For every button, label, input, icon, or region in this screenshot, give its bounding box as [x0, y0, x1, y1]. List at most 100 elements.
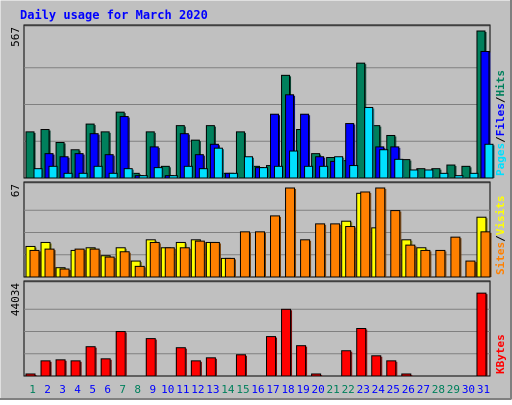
x-tick-label-day-22: 22 [342, 383, 355, 396]
bar-sites-day-19 [300, 239, 311, 278]
bar-pages-day-27 [424, 169, 434, 179]
bar-kbytes-day-15 [235, 354, 246, 377]
x-tick-label-day-20: 20 [312, 383, 325, 396]
x-tick-label-day-6: 6 [104, 383, 111, 396]
series-pages [33, 106, 495, 179]
bar-pages-day-5 [93, 165, 103, 179]
bar-kbytes-day-9 [145, 338, 156, 377]
series-kbytes [25, 292, 488, 377]
bar-pages-day-2 [48, 165, 58, 179]
legend-separator: / [494, 96, 507, 103]
bar-kbytes-day-18 [281, 308, 292, 377]
bar-kbytes-day-12 [190, 360, 201, 377]
bar-sites-day-18 [285, 187, 296, 278]
legend-pages: Pages [494, 143, 507, 176]
bar-kbytes-day-23 [356, 328, 367, 377]
bar-kbytes-day-31 [476, 292, 487, 377]
bar-sites-day-20 [315, 223, 326, 278]
bar-sites-day-27 [420, 249, 431, 278]
bar-kbytes-day-3 [55, 359, 66, 377]
bar-pages-day-24 [379, 149, 389, 179]
bar-hits-day-29 [446, 164, 456, 179]
panel-legend: KBytes [494, 334, 507, 374]
chart-title: Daily usage for March 2020 [20, 8, 208, 22]
bar-sites-day-17 [270, 215, 281, 278]
panel-kbytes: 44034 KBytes [9, 280, 507, 377]
bar-pages-day-16 [258, 167, 268, 179]
bar-sites-day-10 [164, 247, 175, 278]
bar-sites-day-14 [224, 257, 235, 278]
bar-pages-day-20 [319, 165, 329, 179]
bar-sites-day-28 [435, 249, 446, 278]
x-tick-label-day-7: 7 [119, 383, 126, 396]
bar-sites-day-5 [89, 248, 100, 278]
legend-separator: / [494, 136, 507, 143]
bar-pages-day-30 [469, 172, 479, 179]
bar-sites-day-8 [134, 265, 145, 278]
x-tick-label-day-12: 12 [191, 383, 204, 396]
bar-sites-day-9 [149, 241, 160, 278]
panel-visits-sites: 67 Sites/Visits [9, 181, 507, 278]
bar-kbytes-day-26 [401, 373, 412, 377]
bar-pages-day-8 [138, 175, 148, 179]
bar-pages-day-17 [274, 165, 284, 179]
y-max-label: 67 [9, 184, 22, 197]
x-tick-label-day-18: 18 [281, 383, 294, 396]
bar-sites-day-6 [104, 256, 115, 278]
legend-separator: / [494, 235, 507, 242]
bar-sites-day-23 [360, 191, 371, 278]
panel-legend: Sites/Visits [494, 196, 507, 276]
bar-sites-day-25 [390, 210, 401, 278]
x-tick-label-day-28: 28 [432, 383, 445, 396]
bar-pages-day-19 [304, 165, 314, 179]
x-tick-label-day-31: 31 [477, 383, 490, 396]
bar-sites-day-15 [239, 231, 250, 278]
x-tick-label-day-23: 23 [357, 383, 370, 396]
bar-kbytes-day-5 [85, 346, 96, 377]
bar-kbytes-day-19 [296, 345, 307, 377]
bar-pages-day-12 [198, 168, 208, 179]
bar-kbytes-day-22 [341, 350, 352, 377]
x-tick-label-day-11: 11 [176, 383, 189, 396]
x-tick-label-day-29: 29 [447, 383, 460, 396]
x-tick-label-day-4: 4 [74, 383, 81, 396]
bar-sites-day-4 [74, 248, 85, 278]
bar-hits-day-1 [25, 131, 35, 179]
panel-legend: Pages/Files/Hits [494, 70, 507, 176]
bar-kbytes-day-7 [115, 331, 126, 377]
x-tick-label-day-27: 27 [417, 383, 430, 396]
x-tick-label-day-24: 24 [372, 383, 386, 396]
bar-sites-day-13 [209, 241, 220, 278]
x-tick-label-day-13: 13 [206, 383, 219, 396]
bar-sites-day-26 [405, 244, 416, 278]
bar-sites-day-22 [345, 226, 356, 278]
x-tick-label-day-14: 14 [221, 383, 235, 396]
bar-sites-day-29 [450, 236, 461, 278]
bar-pages-day-22 [349, 165, 359, 179]
legend-kbytes: KBytes [494, 334, 507, 374]
bar-kbytes-day-2 [40, 360, 51, 377]
x-tick-label-day-2: 2 [44, 383, 51, 396]
bar-sites-day-11 [179, 247, 190, 278]
bar-pages-day-3 [63, 172, 73, 179]
bar-pages-day-13 [213, 147, 223, 179]
x-tick-label-day-17: 17 [266, 383, 279, 396]
bar-pages-day-10 [168, 175, 178, 179]
bar-pages-day-7 [123, 168, 133, 179]
series-sites [29, 187, 492, 278]
x-tick-label-day-30: 30 [462, 383, 475, 396]
bar-sites-day-30 [465, 260, 476, 278]
x-axis-labels: 1 2 3 4 5 6 7 8 9 10 11 12 13 14 15 16 17 18 19 20 21 22 23 24 2… [29, 383, 490, 396]
x-tick-label-day-5: 5 [89, 383, 96, 396]
bar-kbytes-day-24 [371, 355, 382, 377]
bar-pages-day-23 [364, 106, 374, 179]
bar-hits-day-15 [235, 131, 245, 179]
bar-pages-day-28 [439, 172, 449, 179]
bar-pages-day-26 [409, 169, 419, 179]
bar-pages-day-31 [484, 143, 494, 179]
bar-pages-day-6 [108, 172, 118, 179]
